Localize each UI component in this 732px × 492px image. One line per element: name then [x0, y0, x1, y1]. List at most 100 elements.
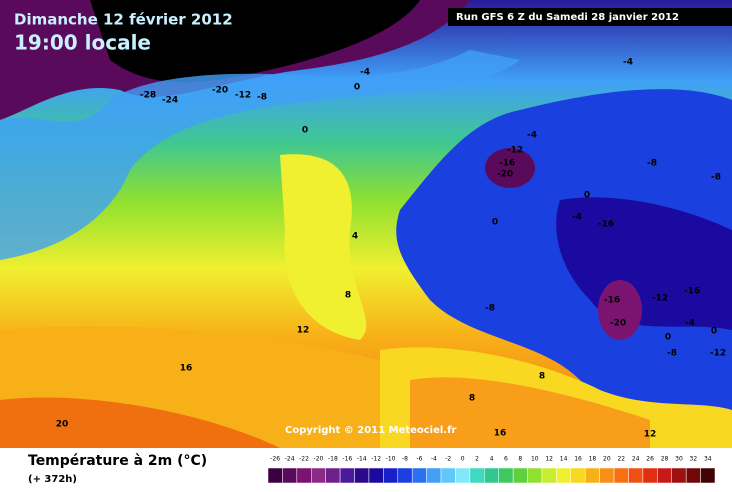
legend-title: Température à 2m (°C) [28, 453, 207, 469]
scale-label: -20 [314, 456, 324, 463]
scale-label: 34 [704, 456, 712, 463]
color-swatch [700, 467, 716, 484]
contour-label: 12 [297, 326, 310, 336]
scale-label: 14 [560, 456, 568, 463]
scale-label: 8 [518, 456, 522, 463]
scale-label: 0 [461, 456, 465, 463]
scale-label: 22 [617, 456, 625, 463]
contour-label: -8 [257, 93, 267, 103]
color-swatch [397, 467, 413, 484]
scale-label: 4 [490, 456, 494, 463]
color-swatch [440, 467, 456, 484]
color-swatch [368, 467, 384, 484]
color-swatch [642, 467, 658, 484]
color-swatch [411, 467, 427, 484]
contour-label: -24 [162, 96, 178, 106]
contour-label: 0 [584, 191, 590, 201]
contour-label: -28 [262, 1, 278, 11]
contour-label: -20 [212, 86, 228, 96]
color-swatch [354, 467, 370, 484]
contour-label: 20 [56, 420, 69, 430]
contour-label: 0 [711, 327, 717, 337]
contour-label: -12 [710, 349, 726, 359]
color-swatch [296, 467, 312, 484]
contour-label: -4 [623, 58, 633, 68]
color-swatch [671, 467, 687, 484]
contour-label: -16 [499, 159, 515, 169]
copyright: Copyright © 2011 Meteociel.fr [285, 425, 456, 436]
color-swatch [584, 467, 600, 484]
color-swatch [311, 467, 326, 484]
color-swatch [325, 467, 341, 484]
scale-label: -14 [357, 456, 367, 463]
scale-label: 30 [675, 456, 683, 463]
scale-label: 6 [504, 456, 508, 463]
contour-label: 0 [665, 333, 671, 343]
scale-label: -8 [402, 456, 408, 463]
contour-label: -12 [507, 146, 523, 156]
contour-label: 12 [644, 430, 657, 440]
contour-label: -4 [572, 213, 582, 223]
contour-label: 8 [345, 291, 351, 301]
scale-label: 18 [589, 456, 597, 463]
scale-label: 12 [545, 456, 553, 463]
contour-label: 8 [539, 372, 545, 382]
scale-label: -4 [431, 456, 437, 463]
time: 19:00 locale [14, 31, 151, 55]
color-swatch [484, 467, 499, 484]
scale-label: 20 [603, 456, 611, 463]
color-swatch [469, 467, 485, 484]
scale-label: 28 [661, 456, 669, 463]
contour-label: -8 [667, 349, 677, 359]
contour-label: -20 [610, 319, 626, 329]
contour-label: 0 [302, 126, 308, 136]
contour-label: -16 [604, 296, 620, 306]
scale-label: -22 [299, 456, 309, 463]
color-swatch [556, 467, 572, 484]
scale-label: -26 [270, 456, 280, 463]
run-info: Run GFS 6 Z du Samedi 28 janvier 2012 [456, 12, 679, 23]
legend-subtitle: (+ 372h) [28, 474, 77, 485]
color-swatch [426, 467, 442, 484]
contour-label: 16 [180, 364, 193, 374]
scale-label: -6 [416, 456, 422, 463]
contour-labels: -28-28 -24-20 -12 -8-40-40 -4-12-16-20-8-80-… [56, 1, 726, 440]
scale-label: 16 [574, 456, 582, 463]
color-swatch [282, 467, 298, 484]
contour-label: -16 [598, 220, 614, 230]
color-swatch [527, 467, 543, 484]
color-swatch [685, 467, 701, 484]
color-swatch [613, 467, 629, 484]
contour-label: -4 [685, 319, 695, 329]
contour-label: -4 [527, 131, 537, 141]
contour-label: 8 [469, 394, 475, 404]
contour-label: -20 [497, 170, 513, 180]
color-swatch [628, 467, 644, 484]
contour-label: -8 [647, 159, 657, 169]
color-swatch [657, 467, 672, 484]
color-swatch [512, 467, 528, 484]
contour-label: 4 [352, 232, 358, 242]
scale-label: -16 [342, 456, 352, 463]
scale-label: -12 [371, 456, 381, 463]
scale-label: 2 [475, 456, 479, 463]
color-swatch [541, 467, 557, 484]
color-swatch [455, 467, 471, 484]
contour-label: 16 [494, 429, 507, 439]
scale-label: -2 [445, 456, 451, 463]
contour-label: -4 [360, 68, 370, 78]
date: Dimanche 12 février 2012 [14, 11, 233, 29]
color-scale: -26 -24 -22 -20 -18 -16 -14 -12 -10 -8 -6 -4 -2 0 2 4 6 8… [267, 456, 716, 484]
contour-label: -12 [235, 91, 251, 101]
scale-label: -24 [285, 456, 295, 463]
scale-label: -18 [328, 456, 338, 463]
contour-label: -12 [652, 294, 668, 304]
color-swatch [498, 467, 514, 484]
scale-label: 24 [632, 456, 640, 463]
contour-label: -8 [711, 173, 721, 183]
contour-label: 0 [354, 83, 360, 93]
contour-label: -16 [684, 287, 700, 297]
contour-label: -28 [140, 91, 156, 101]
color-swatch [599, 467, 615, 484]
